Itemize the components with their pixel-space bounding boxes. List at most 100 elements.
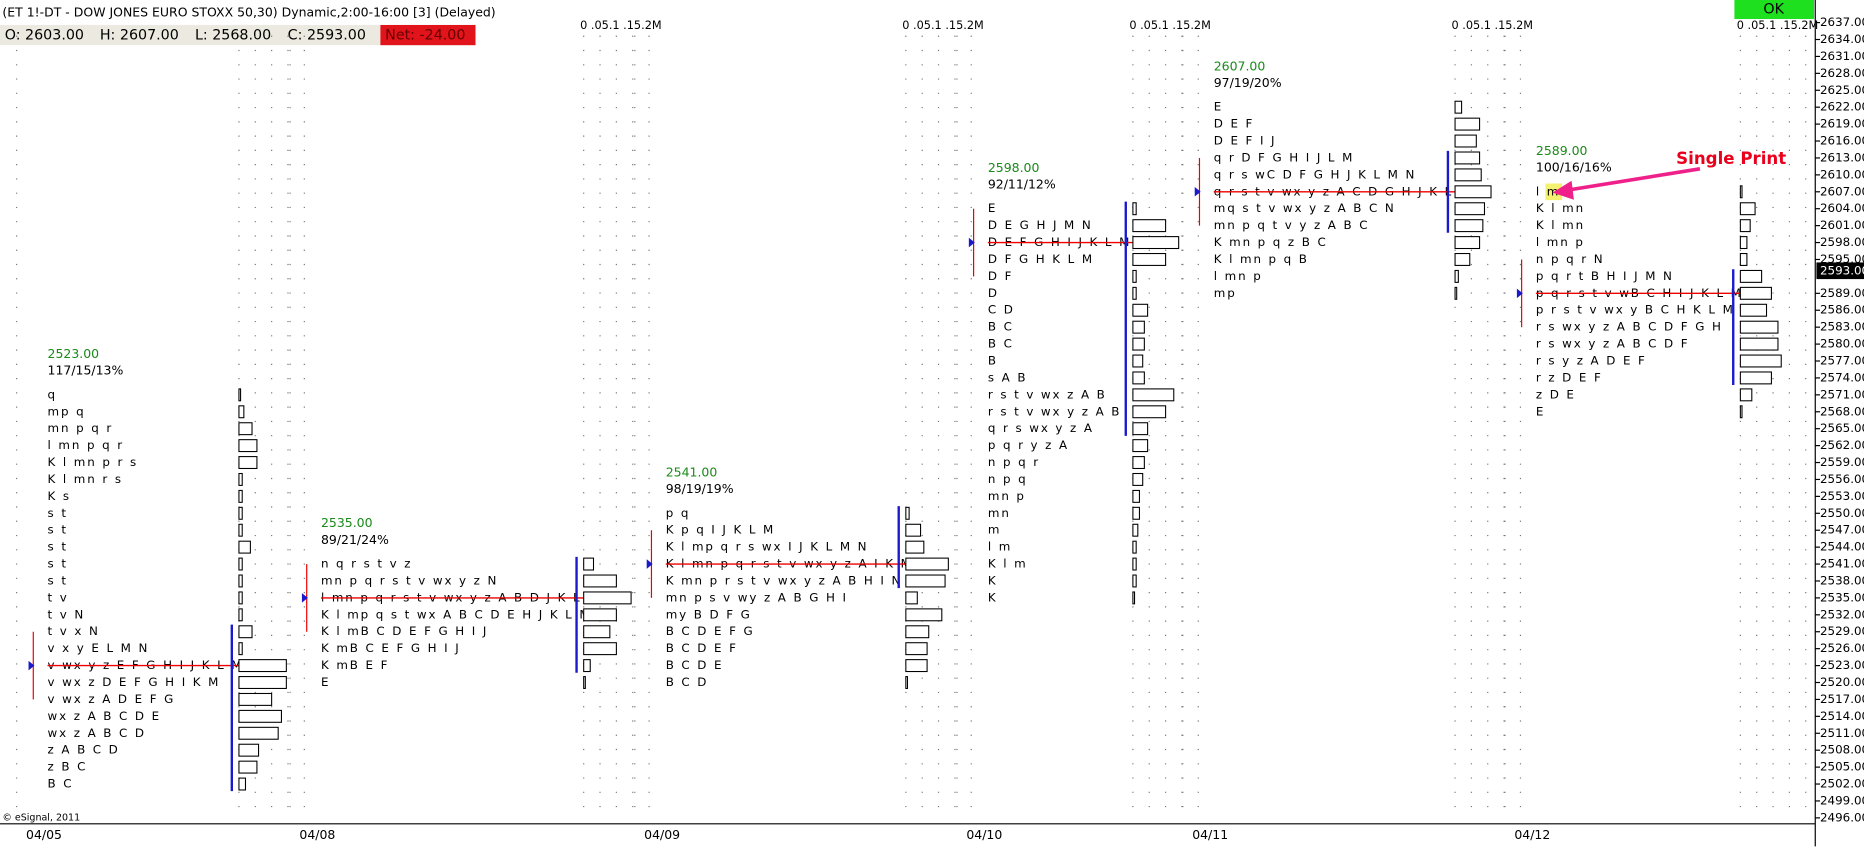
y-tick-label: 2607.00 xyxy=(1820,184,1864,198)
volume-bar xyxy=(238,456,258,470)
profile-row: mp xyxy=(1214,286,1237,300)
y-tick-label: 2526.00 xyxy=(1820,641,1864,655)
profile-row: l mn p xyxy=(1214,269,1263,283)
volume-bar xyxy=(905,523,922,537)
volume-bar xyxy=(238,659,287,673)
volume-bar xyxy=(1132,506,1140,520)
volume-scale: 0 .05.1 .15.2M xyxy=(902,19,984,32)
profile-row: n p q r N xyxy=(1536,252,1605,266)
volume-bar xyxy=(238,676,287,689)
poc-price: 2598.00 xyxy=(988,160,1040,175)
ok-button[interactable] xyxy=(1734,0,1815,20)
profile-row: r s wx y z A B C D F G H xyxy=(1536,320,1723,334)
y-tick-label: 2520.00 xyxy=(1820,675,1864,689)
volume-bar xyxy=(1454,269,1459,283)
profile-row: z D E xyxy=(1536,387,1576,401)
volume-bar xyxy=(905,608,943,622)
profile-row: p q xyxy=(666,506,691,520)
profile-row: mn p xyxy=(988,489,1026,503)
y-tick-label: 2541.00 xyxy=(1820,557,1864,571)
y-tick-label: 2613.00 xyxy=(1820,150,1864,164)
profile-row: D xyxy=(988,286,999,300)
profile-row: K l mn xyxy=(1536,201,1585,215)
volume-scale: 0 .05.1 .15.2M xyxy=(1451,19,1533,32)
profile-row: D E F xyxy=(1214,117,1255,131)
profile-row: q r s wx y z A xyxy=(988,421,1094,435)
volume-bar xyxy=(238,625,253,639)
volume-bar xyxy=(1132,540,1137,554)
volume-bar xyxy=(583,625,611,639)
volume-bar xyxy=(238,472,243,486)
ohlc-high: H: 2607.00 xyxy=(100,28,179,44)
volume-bar xyxy=(1454,117,1481,131)
session-stats: 89/21/24% xyxy=(321,532,389,547)
single-print-highlight xyxy=(1545,183,1563,201)
y-tick-label: 2568.00 xyxy=(1820,404,1864,418)
open-marker xyxy=(301,593,308,603)
y-tick-label: 2505.00 xyxy=(1820,760,1864,774)
profile-row: K l mn p r s xyxy=(48,455,138,469)
y-tick-label: 2514.00 xyxy=(1820,709,1864,723)
profile-row: r z D E F xyxy=(1536,370,1603,384)
profile-row: mn xyxy=(988,506,1011,520)
y-tick-label: 2628.00 xyxy=(1820,66,1864,80)
profile-row: B xyxy=(988,354,998,368)
volume-bar xyxy=(1132,253,1167,266)
volume-bar xyxy=(905,574,946,588)
y-tick-label: 2565.00 xyxy=(1820,421,1864,435)
ohlc-low: L: 2568.00 xyxy=(195,28,271,44)
poc-price: 2523.00 xyxy=(48,346,100,361)
volume-bar xyxy=(1739,236,1748,250)
volume-bar xyxy=(1454,202,1486,216)
volume-bar xyxy=(238,591,243,605)
profile-row: K mn p q z B C xyxy=(1214,235,1328,249)
volume-bar xyxy=(1132,219,1167,233)
annotation-text: Single Print xyxy=(1676,149,1786,168)
volume-bar xyxy=(905,591,918,605)
date-label: 04/10 xyxy=(966,827,1002,842)
profile-row: q r s wC D F G H J K L M N xyxy=(1214,167,1417,181)
profile-row: mq s t v wx y z A B C N xyxy=(1214,201,1396,215)
profile-row: K s xyxy=(48,489,71,503)
session-stats: 100/16/16% xyxy=(1536,160,1612,175)
volume-bar xyxy=(1132,574,1137,588)
volume-bar xyxy=(238,608,243,622)
volume-bar xyxy=(1739,354,1782,368)
session-stats: 117/15/13% xyxy=(48,363,124,378)
profile-row: t v N xyxy=(48,607,86,621)
volume-bar xyxy=(583,676,586,689)
date-label: 04/11 xyxy=(1192,827,1228,842)
volume-bar xyxy=(238,557,243,571)
profile-row: l mn p xyxy=(1536,235,1585,249)
profile-row: p r s t v wx y B C H K L M xyxy=(1536,303,1735,317)
volume-scale: 0 .05.1 .15.2M xyxy=(1737,19,1819,32)
volume-bar xyxy=(1739,405,1743,419)
profile-row: v wx z A D E F G xyxy=(48,692,176,706)
profile-row: K mB C E F G H I J xyxy=(321,641,461,655)
y-tick-label: 2556.00 xyxy=(1820,472,1864,486)
ohlc-bar xyxy=(0,24,476,46)
volume-bar xyxy=(238,506,243,520)
volume-bar xyxy=(238,743,260,757)
profile-row: D E F I J xyxy=(1214,134,1277,148)
y-tick-label: 2622.00 xyxy=(1820,100,1864,114)
profile-row: r s wx y z A B C D F xyxy=(1536,337,1690,351)
profile-row: K p q I J K L M xyxy=(666,523,775,537)
volume-bar xyxy=(1739,202,1756,216)
profile-row: B C xyxy=(988,320,1014,334)
profile-row: B C D xyxy=(666,675,709,689)
y-tick-label: 2523.00 xyxy=(1820,658,1864,672)
volume-bar xyxy=(238,642,243,656)
profile-row: p q r t B H I J M N xyxy=(1536,269,1674,283)
ok-label[interactable]: OK xyxy=(1763,2,1784,18)
volume-bar xyxy=(1132,388,1175,402)
profile-row: l m xyxy=(1536,184,1560,198)
session-stats: 92/11/12% xyxy=(988,176,1056,191)
profile-row: n p q xyxy=(988,472,1028,486)
volume-bar xyxy=(1132,269,1137,283)
profile-row: z B C xyxy=(48,760,88,774)
volume-bar xyxy=(905,625,930,639)
current-price-label: 2593.00 xyxy=(1820,263,1864,277)
profile-row: B C D E F G xyxy=(666,624,755,638)
